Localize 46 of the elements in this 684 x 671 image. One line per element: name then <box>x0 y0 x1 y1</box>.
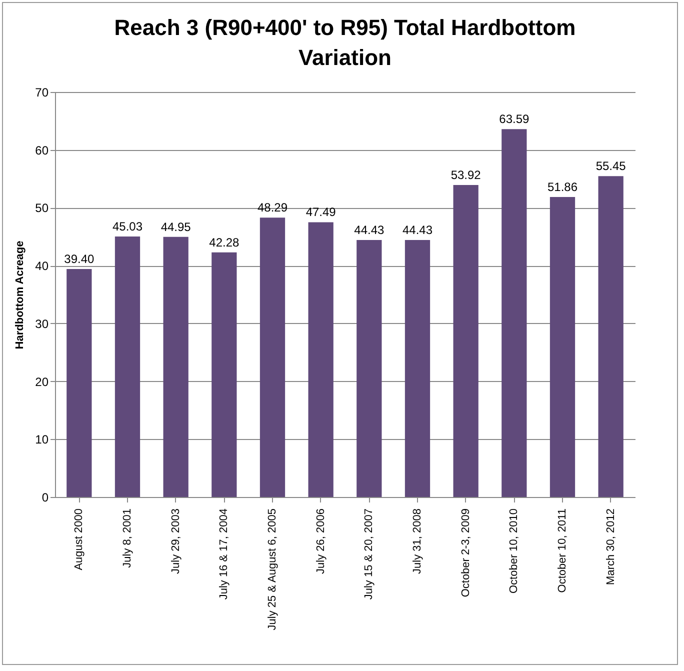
bar <box>356 240 382 497</box>
x-tick-label: March 30, 2012 <box>604 508 617 585</box>
data-label: 53.92 <box>450 168 482 182</box>
bar <box>404 240 430 497</box>
bar <box>598 176 624 497</box>
y-tick-label: 40 <box>35 259 49 274</box>
bar <box>163 236 188 497</box>
y-tick-label: 50 <box>35 201 49 216</box>
bar <box>66 269 92 497</box>
bar <box>308 222 334 497</box>
data-label: 63.59 <box>499 112 530 126</box>
y-tick-label: 20 <box>35 374 49 389</box>
chart-title: Reach 3 (R90+400' to R95) Total Hardbottom Variation <box>114 15 576 70</box>
x-tick-label: July 31, 2008 <box>412 508 424 574</box>
data-label: 39.40 <box>64 252 95 266</box>
data-label: 42.28 <box>209 235 240 250</box>
bar <box>550 196 576 497</box>
bar <box>212 252 237 497</box>
data-label: 48.29 <box>257 200 288 215</box>
x-tick-label: October 10, 2010 <box>508 508 520 594</box>
x-tick-label: July 29, 2003 <box>170 508 182 574</box>
y-tick-label: 60 <box>35 143 49 158</box>
x-tick-label: August 2000 <box>73 508 86 570</box>
bar <box>260 218 286 497</box>
x-tick-label: July 26, 2006 <box>314 508 327 574</box>
y-tick-label: 30 <box>35 316 49 331</box>
y-axis-title: Hardbottom Acreage <box>14 240 26 350</box>
x-tick-label: July 25 & August 6, 2005 <box>266 508 278 630</box>
x-tick-label: July 16 & 17, 2004 <box>218 508 230 600</box>
bar <box>453 185 478 497</box>
data-label: 47.49 <box>306 205 336 220</box>
data-label: 44.43 <box>402 222 433 237</box>
data-label: 44.95 <box>160 220 192 234</box>
x-tick-label: July 15 & 20, 2007 <box>363 508 376 600</box>
y-tick-label: 10 <box>35 432 49 447</box>
bar <box>114 236 140 497</box>
data-label: 45.03 <box>112 219 143 234</box>
x-tick-label: October 10, 2011 <box>556 508 568 593</box>
data-label: 51.86 <box>547 180 578 194</box>
y-tick-label: 0 <box>42 490 49 504</box>
data-label: 44.43 <box>354 222 385 237</box>
data-label: 55.45 <box>596 159 626 174</box>
y-tick-label: 70 <box>35 86 49 100</box>
x-tick-label: October 2-3, 2009 <box>460 508 472 598</box>
bar <box>502 129 527 497</box>
x-tick-label: July 8, 2001 <box>122 508 134 568</box>
